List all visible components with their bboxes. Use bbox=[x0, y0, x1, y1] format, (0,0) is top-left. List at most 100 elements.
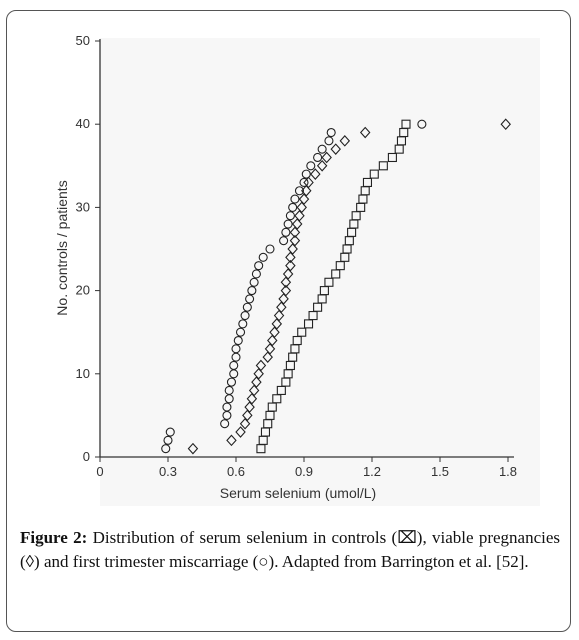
viable-pregnancy-point-diamond bbox=[303, 176, 314, 189]
scatter-chart: 0 0.3 0.6 0.9 1.2 1.5 1.8 0 10 20 30 40 50 Serum sel… bbox=[54, 33, 540, 506]
miscarriage-point-circle bbox=[161, 444, 171, 454]
miscarriage-point-circle bbox=[285, 211, 295, 221]
miscarriage-point-circle bbox=[165, 427, 175, 437]
miscarriage-point-circle bbox=[226, 377, 237, 387]
viable-pregnancy-point-diamond bbox=[285, 259, 296, 272]
control-point-square bbox=[401, 119, 411, 129]
viable-pregnancy-point-diamond bbox=[287, 243, 298, 255]
x-tick-label: 1.5 bbox=[431, 464, 449, 479]
control-point-square bbox=[324, 277, 334, 287]
x-tick-label: 0.3 bbox=[159, 464, 177, 479]
caption-text: Distribution of serum selenium in contro… bbox=[20, 528, 560, 571]
control-point-square bbox=[369, 169, 379, 179]
miscarriage-point-circle bbox=[235, 327, 246, 337]
viable-pregnancy-point-diamond bbox=[289, 226, 301, 239]
viable-pregnancy-point-diamond bbox=[273, 309, 285, 322]
axes: 0 0.3 0.6 0.9 1.2 1.5 1.8 0 10 20 30 40 50 bbox=[76, 33, 518, 479]
miscarriage-point-circle bbox=[326, 127, 336, 138]
miscarriage-point-circle bbox=[299, 177, 309, 187]
x-tick-label: 1.8 bbox=[499, 464, 517, 479]
viable-pregnancy-point-diamond bbox=[298, 193, 310, 205]
y-tick-label: 40 bbox=[76, 116, 90, 131]
viable-pregnancy-point-diamond bbox=[310, 168, 321, 180]
viable-pregnancy-point-diamond bbox=[289, 234, 301, 247]
viable-pregnancy-point-diamond bbox=[316, 159, 328, 172]
miscarriage-point-circle bbox=[283, 219, 293, 229]
miscarriage-point-circle bbox=[417, 119, 427, 129]
viable-pregnancy-point-diamond bbox=[282, 268, 294, 280]
viable-pregnancy-point-diamond bbox=[280, 276, 292, 289]
figure-caption: Figure 2: Distribution of serum selenium… bbox=[20, 526, 560, 574]
viable-pregnancy-point-diamond bbox=[255, 359, 267, 372]
miscarriage-point-circle bbox=[224, 385, 234, 395]
viable-pregnancy-point-diamond bbox=[500, 118, 511, 131]
miscarriage-point-circle bbox=[231, 344, 241, 354]
miscarriage-point-circle bbox=[242, 302, 252, 312]
viable-pregnancy-point-diamond bbox=[251, 376, 262, 388]
viable-pregnancy-point-diamond bbox=[294, 209, 305, 222]
miscarriage-point-circle bbox=[301, 169, 311, 179]
x-tick-label: 1.2 bbox=[363, 464, 381, 479]
viable-pregnancy-point-diamond bbox=[248, 384, 260, 397]
y-tick-label: 30 bbox=[76, 199, 90, 214]
miscarriage-point-circle bbox=[279, 236, 289, 246]
viable-pregnancy-point-diamond bbox=[276, 301, 287, 314]
miscarriage-point-circle bbox=[317, 144, 327, 154]
viable-pregnancy-point-diamond bbox=[359, 126, 371, 139]
miscarriage-point-circle bbox=[324, 136, 334, 146]
viable-pregnancy-point-diamond bbox=[253, 367, 264, 380]
miscarriage-point-circle bbox=[251, 269, 261, 279]
miscarriage-point-circle bbox=[163, 435, 173, 445]
x-tick-label: 0.9 bbox=[295, 464, 313, 479]
viable-pregnancy-point-diamond bbox=[339, 135, 351, 147]
miscarriage-point-circle bbox=[290, 194, 300, 204]
viable-pregnancy-point-diamond bbox=[235, 426, 246, 438]
miscarriage-point-circle bbox=[233, 335, 243, 346]
viable-pregnancy-point-diamond bbox=[262, 351, 273, 363]
miscarriage-point-circle bbox=[288, 202, 298, 212]
miscarriage-point-circle bbox=[265, 244, 275, 254]
y-tick-label: 20 bbox=[76, 283, 90, 298]
caption-label: Figure 2: bbox=[20, 528, 88, 547]
viable-pregnancy-point-diamond bbox=[246, 392, 258, 405]
viable-pregnancy-point-diamond bbox=[321, 151, 332, 164]
miscarriage-point-circle bbox=[229, 360, 239, 371]
control-point-square bbox=[378, 161, 388, 171]
miscarriage-point-circle bbox=[245, 294, 255, 304]
miscarriage-point-circle bbox=[294, 186, 305, 196]
miscarriage-point-circle bbox=[220, 419, 230, 429]
miscarriage-point-circle bbox=[238, 319, 248, 329]
viable-pregnancy-point-diamond bbox=[244, 401, 255, 413]
x-tick-label: 0.6 bbox=[227, 464, 245, 479]
viable-pregnancy-point-diamond bbox=[226, 434, 237, 447]
viable-pregnancy-point-diamond bbox=[271, 318, 283, 330]
plot-background bbox=[100, 38, 540, 506]
miscarriage-point-circle bbox=[254, 261, 264, 271]
viable-pregnancy-point-diamond bbox=[239, 417, 251, 430]
data-marks bbox=[161, 118, 511, 455]
viable-pregnancy-point-diamond bbox=[285, 251, 296, 264]
miscarriage-point-circle bbox=[313, 152, 323, 163]
viable-pregnancy-point-diamond bbox=[296, 201, 307, 214]
control-point-square bbox=[362, 177, 373, 187]
viable-pregnancy-point-diamond bbox=[269, 326, 280, 339]
viable-pregnancy-point-diamond bbox=[267, 334, 278, 347]
x-axis-label: Serum selenium (umol/L) bbox=[220, 485, 376, 501]
miscarriage-point-circle bbox=[240, 311, 250, 321]
miscarriage-point-circle bbox=[222, 402, 232, 412]
figure-frame bbox=[6, 10, 571, 632]
viable-pregnancy-point-diamond bbox=[264, 343, 276, 355]
viable-pregnancy-point-diamond bbox=[291, 218, 303, 230]
viable-pregnancy-point-diamond bbox=[330, 143, 341, 155]
y-tick-label: 0 bbox=[83, 449, 90, 464]
y-tick-label: 10 bbox=[76, 366, 90, 381]
miscarriage-point-circle bbox=[281, 227, 291, 237]
miscarriage-point-circle bbox=[258, 252, 268, 262]
y-axis-label: No. controls / patients bbox=[54, 180, 70, 315]
viable-pregnancy-point-diamond bbox=[278, 293, 289, 305]
x-tick-label: 0 bbox=[96, 464, 103, 479]
miscarriage-point-circle bbox=[247, 286, 257, 296]
miscarriage-point-circle bbox=[249, 277, 259, 287]
y-tick-label: 50 bbox=[76, 33, 90, 48]
viable-pregnancy-point-diamond bbox=[242, 409, 253, 422]
